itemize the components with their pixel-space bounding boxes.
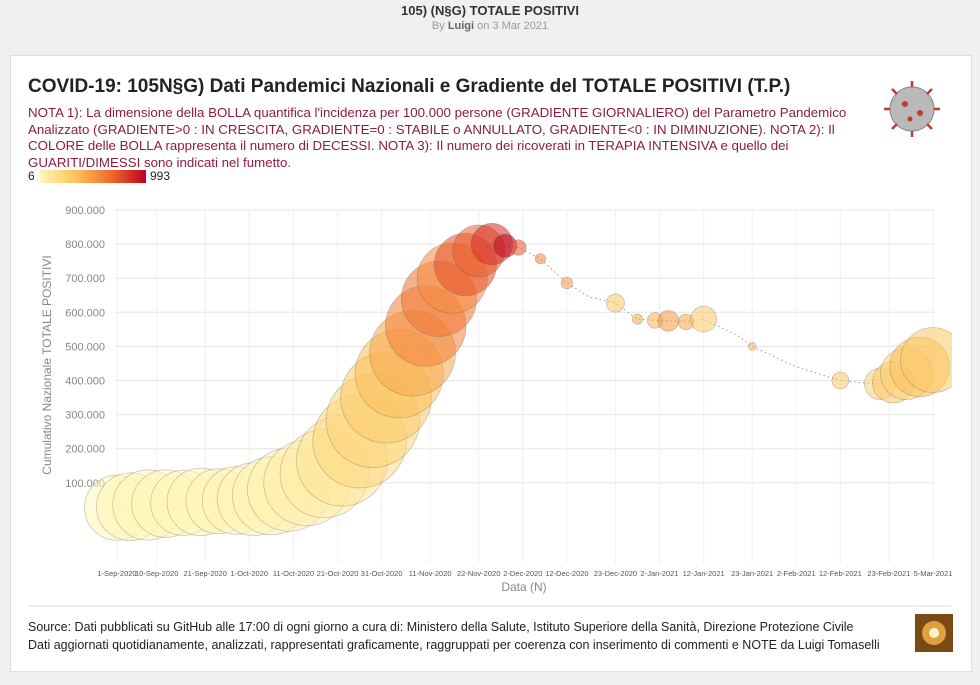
y-axis-title: Cumulativo Nazionale TOTALE POSITIVI [40,255,54,474]
bubble[interactable] [605,293,625,313]
legend-gradient [40,170,146,183]
source-line: Dati aggiornati quotidianamente, analizz… [28,638,880,652]
y-tick-label: 300.000 [65,410,105,422]
bubble[interactable] [900,327,966,393]
x-axis-title: Data (N) [501,580,546,594]
x-tick-label: 23-Dec-2020 [594,569,637,578]
x-tick-label: 1-Oct-2020 [231,569,269,578]
bubble[interactable] [560,276,574,290]
bubble[interactable] [831,371,850,390]
plot [84,222,966,541]
legend-max: 993 [150,169,170,183]
source-line: Source: Dati pubblicati su GitHub alle 1… [28,620,854,634]
chart-title: COVID-19: 105N§G) Dati Pandemici Naziona… [28,76,791,97]
chart-subtitle: NOTA 1): La dimensione della BOLLA quant… [28,105,847,170]
header: 105) (N§G) TOTALE POSITIVI By Luigi on 3… [0,3,980,32]
y-tick-label: 600.000 [65,307,105,319]
author[interactable]: Luigi [447,20,475,32]
x-tick-label: 1-Sep-2020 [97,569,136,578]
bubble[interactable] [631,313,644,325]
logo [915,614,953,652]
x-tick-label: 21-Sep-2020 [184,569,227,578]
x-tick-label: 2-Feb-2021 [777,569,816,578]
x-tick-label: 2-Jan-2021 [641,569,679,578]
x-tick-label: 22-Nov-2020 [457,569,500,578]
x-tick-label: 10-Sep-2020 [135,569,178,578]
byline: By Luigi on 3 Mar 2021 [0,20,980,32]
legend-min: 6 [28,169,35,183]
x-tick-label: 12-Dec-2020 [545,569,588,578]
y-tick-label: 800.000 [65,239,105,251]
footer: Source: Dati pubblicati su GitHub alle 1… [28,618,880,654]
card [10,55,972,672]
page-title: 105) (N§G) TOTALE POSITIVI [401,3,579,18]
y-tick-label: 200.000 [65,444,105,456]
by: By [431,20,445,32]
bubble[interactable] [534,253,546,265]
bubble[interactable] [510,239,527,256]
x-tick-label: 31-Oct-2020 [361,569,403,578]
x-tick-label: 23-Feb-2021 [867,569,910,578]
x-tick-label: 11-Oct-2020 [273,569,314,578]
virus-icon [884,81,940,137]
y-tick-label: 400.000 [65,376,105,388]
x-tick-label: 2-Dec-2020 [503,569,542,578]
x-tick-label: 21-Oct-2020 [317,569,359,578]
date: on 3 Mar 2021 [477,20,549,32]
x-tick-label: 12-Jan-2021 [683,569,725,578]
x-tick-label: 5-Mar-2021 [914,569,953,578]
y-tick-label: 700.000 [65,273,105,285]
x-tick-label: 11-Nov-2020 [409,569,452,578]
bubble[interactable] [747,342,757,351]
x-tick-label: 12-Feb-2021 [819,569,862,578]
bubble[interactable] [690,305,717,333]
bubble[interactable] [657,310,680,332]
y-tick-label: 900.000 [65,205,105,217]
x-tick-label: 23-Jan-2021 [731,569,773,578]
y-tick-label: 500.000 [65,341,105,353]
